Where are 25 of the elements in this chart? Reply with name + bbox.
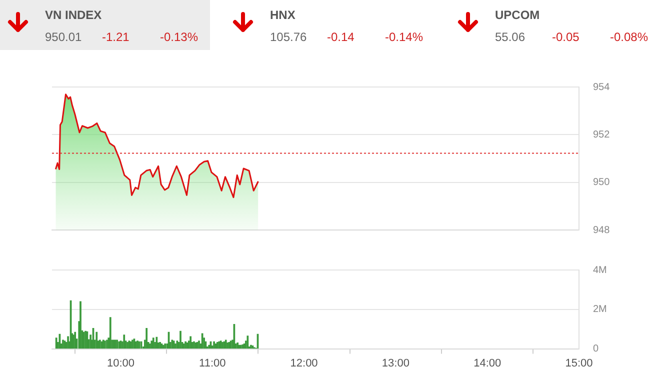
text: -1.21: [102, 30, 130, 44]
x-tick-label: 15:00: [565, 357, 593, 370]
text: -0.13%: [160, 30, 198, 44]
text: 950.01: [45, 30, 82, 44]
text: UPCOM: [495, 8, 540, 22]
y-tick-label: 0: [593, 344, 599, 355]
text: -0.08%: [610, 30, 648, 44]
text: -0.05: [552, 30, 580, 44]
x-tick-label: 13:00: [382, 357, 410, 370]
y-tick-label: 952: [593, 129, 610, 140]
y-tick-label: 4M: [593, 264, 607, 276]
text: HNX: [270, 8, 296, 22]
y-tick-label: 948: [593, 224, 610, 236]
text: -0.14%: [385, 30, 424, 44]
text: 105.76: [270, 30, 307, 44]
text: -0.14: [327, 30, 354, 44]
y-tick-label: 954: [593, 82, 610, 93]
x-tick-label: 14:00: [474, 357, 502, 370]
y-tick-label: 950: [593, 177, 610, 188]
x-tick-label: 10:00: [106, 357, 135, 370]
x-tick-label: 12:00: [290, 357, 318, 370]
text: VN INDEX: [45, 8, 102, 22]
text: 55.06: [495, 30, 526, 44]
x-tick-label: 11:00: [199, 357, 226, 370]
y-tick-label: 2M: [593, 304, 607, 316]
